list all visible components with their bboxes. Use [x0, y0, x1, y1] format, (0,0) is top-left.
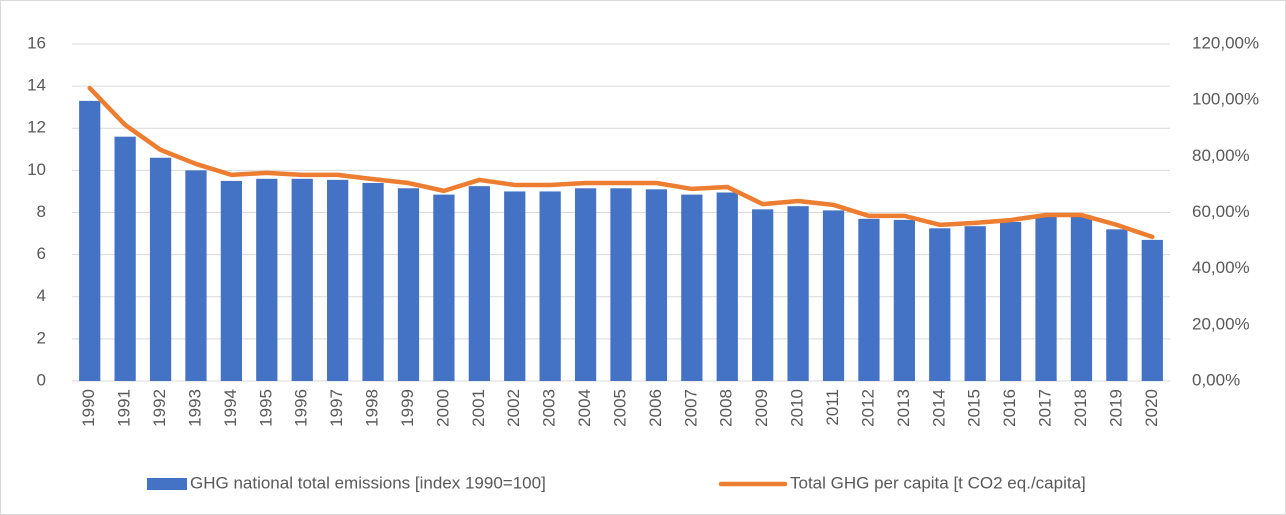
legend-label: Total GHG per capita [t CO2 eq./capita]: [790, 473, 1086, 492]
x-tick-label: 1999: [398, 389, 417, 427]
y2-tick-label: 20,00%: [1192, 314, 1250, 333]
line: [87, 85, 1155, 240]
y-tick-label: 12: [27, 118, 46, 137]
y2-tick-label: 60,00%: [1192, 202, 1250, 221]
x-tick-label: 2005: [610, 389, 629, 427]
x-tick-label: 2003: [540, 389, 559, 427]
x-tick-label: 2016: [1000, 389, 1019, 427]
x-tick-label: 2019: [1106, 389, 1125, 427]
bar: [1070, 215, 1093, 381]
bar: [929, 228, 951, 381]
x-tick-label: 2007: [681, 389, 700, 427]
bar: [999, 221, 1022, 381]
bar: [114, 136, 136, 381]
bar: [468, 186, 490, 381]
x-tick-label: 2000: [433, 389, 452, 427]
bar: [610, 188, 632, 381]
x-tick-label: 1995: [256, 389, 275, 427]
bar: [291, 178, 313, 381]
bar: [574, 188, 597, 381]
bar: [504, 191, 526, 381]
x-tick-label: 2015: [965, 389, 984, 427]
bar: [397, 188, 420, 381]
y2-tick-label: 120,00%: [1192, 33, 1259, 52]
x-tick-label: 2001: [469, 389, 488, 427]
x-tick-label: 2006: [646, 389, 665, 427]
x-tick-label: 2008: [717, 389, 736, 427]
y-tick-label: 4: [37, 286, 46, 305]
y2-tick-label: 80,00%: [1192, 146, 1250, 165]
y-tick-label: 8: [37, 202, 46, 221]
y-tick-label: 16: [27, 33, 46, 52]
bar: [539, 191, 561, 381]
y-tick-label: 14: [27, 76, 46, 95]
x-tick-label: 2009: [752, 389, 771, 427]
bar: [645, 189, 668, 381]
x-tick-label: 2013: [894, 389, 913, 427]
x-tick-label: 2014: [929, 389, 948, 427]
bar: [79, 100, 101, 382]
bar: [893, 219, 915, 381]
x-tick-label: 1991: [115, 389, 134, 427]
x-tick-label: 2010: [788, 389, 807, 427]
x-tick-label: 1997: [327, 389, 346, 427]
y-tick-label: 2: [37, 328, 46, 347]
bar: [964, 226, 986, 381]
x-tick-label: 1998: [363, 389, 382, 427]
x-tick-label: 2012: [858, 389, 877, 427]
legend-label: GHG national total emissions [index 1990…: [190, 473, 546, 492]
y-tick-label: 6: [37, 244, 46, 263]
bar: [185, 170, 207, 381]
y-tick-label: 10: [27, 160, 46, 179]
legend-swatch: [147, 478, 187, 490]
bar: [362, 183, 384, 381]
x-tick-label: 1994: [221, 389, 240, 427]
x-tick-label: 1990: [79, 389, 98, 427]
bar: [752, 209, 774, 381]
x-tick-label: 2011: [823, 389, 842, 426]
y-tick-label: 0: [37, 370, 46, 389]
x-tick-label: 2020: [1142, 389, 1161, 427]
y2-tick-label: 40,00%: [1192, 258, 1250, 277]
bar: [681, 194, 703, 381]
bar: [149, 157, 172, 381]
bar: [327, 179, 349, 381]
bar: [822, 210, 845, 381]
y2-tick-label: 0,00%: [1192, 370, 1240, 389]
bar: [256, 178, 278, 381]
bar: [716, 192, 738, 381]
bar: [220, 180, 243, 381]
x-tick-label: 2002: [504, 389, 523, 427]
x-tick-label: 1992: [150, 389, 169, 427]
bar: [858, 218, 880, 381]
x-tick-label: 2018: [1071, 389, 1090, 427]
bar: [1035, 214, 1057, 381]
bar: [433, 194, 455, 381]
x-tick-label: 2017: [1036, 389, 1055, 427]
x-tick-label: 1996: [292, 389, 311, 427]
bar: [787, 206, 809, 381]
bar: [1106, 229, 1128, 381]
x-tick-label: 2004: [575, 389, 594, 427]
y2-tick-label: 100,00%: [1192, 90, 1259, 109]
x-tick-label: 1993: [185, 389, 204, 427]
bar: [1141, 239, 1163, 381]
